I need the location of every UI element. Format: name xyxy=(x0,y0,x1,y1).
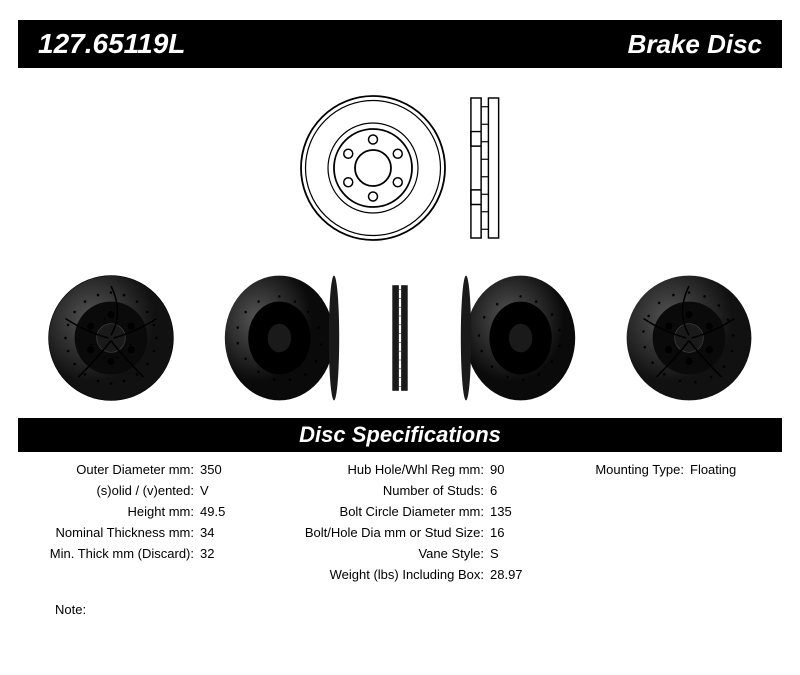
spec-title-bar: Disc Specifications xyxy=(18,418,782,452)
spec-label: Bolt/Hole Dia mm or Stud Size: xyxy=(290,525,490,540)
spec-value: 28.97 xyxy=(490,567,523,582)
product-type: Brake Disc xyxy=(628,29,762,60)
part-number: 127.65119L xyxy=(38,28,185,60)
spec-label: Nominal Thickness mm: xyxy=(30,525,200,540)
spec-label: Outer Diameter mm: xyxy=(30,462,200,477)
spec-row: Weight (lbs) Including Box:28.97 xyxy=(290,567,590,582)
rotor-photo-angled-1 xyxy=(217,273,347,403)
spec-label: Height mm: xyxy=(30,504,200,519)
spec-column-2: Hub Hole/Whl Reg mm:90 Number of Studs:6… xyxy=(290,462,590,582)
line-diagrams xyxy=(0,93,800,243)
rotor-photo-front-1 xyxy=(46,273,176,403)
rotor-side-line-drawing xyxy=(468,93,503,243)
spec-value: 350 xyxy=(200,462,222,477)
spec-row: Bolt Circle Diameter mm:135 xyxy=(290,504,590,519)
spec-column-3: Mounting Type:Floating xyxy=(590,462,770,582)
spec-row: Outer Diameter mm:350 xyxy=(30,462,290,477)
spec-value: 90 xyxy=(490,462,504,477)
spec-row: Bolt/Hole Dia mm or Stud Size:16 xyxy=(290,525,590,540)
spec-row: Number of Studs:6 xyxy=(290,483,590,498)
spec-value: 6 xyxy=(490,483,497,498)
spec-value: 135 xyxy=(490,504,512,519)
spec-row: Hub Hole/Whl Reg mm:90 xyxy=(290,462,590,477)
note-row: Note: xyxy=(0,582,800,617)
spec-row: Height mm:49.5 xyxy=(30,504,290,519)
spec-value: 16 xyxy=(490,525,504,540)
spec-label: Min. Thick mm (Discard): xyxy=(30,546,200,561)
spec-label: Weight (lbs) Including Box: xyxy=(290,567,490,582)
spec-title: Disc Specifications xyxy=(299,422,501,447)
spec-row: Vane Style:S xyxy=(290,546,590,561)
spec-value: S xyxy=(490,546,499,561)
spec-label: Mounting Type: xyxy=(590,462,690,477)
spec-column-1: Outer Diameter mm:350 (s)olid / (v)ented… xyxy=(30,462,290,582)
spec-label: Number of Studs: xyxy=(290,483,490,498)
spec-row: Nominal Thickness mm:34 xyxy=(30,525,290,540)
header-bar: 127.65119L Brake Disc xyxy=(18,20,782,68)
note-label: Note: xyxy=(55,602,86,617)
spec-value: 32 xyxy=(200,546,214,561)
spec-value: V xyxy=(200,483,209,498)
spec-label: (s)olid / (v)ented: xyxy=(30,483,200,498)
spec-row: Min. Thick mm (Discard):32 xyxy=(30,546,290,561)
rotor-photo-angled-2 xyxy=(453,273,583,403)
spec-label: Vane Style: xyxy=(290,546,490,561)
product-images-row xyxy=(0,273,800,403)
rotor-photo-edge xyxy=(389,273,411,403)
spec-row: (s)olid / (v)ented:V xyxy=(30,483,290,498)
rotor-photo-front-2 xyxy=(624,273,754,403)
rotor-front-line-drawing xyxy=(298,93,448,243)
spec-label: Bolt Circle Diameter mm: xyxy=(290,504,490,519)
spec-value: Floating xyxy=(690,462,736,477)
spec-label: Hub Hole/Whl Reg mm: xyxy=(290,462,490,477)
spec-row: Mounting Type:Floating xyxy=(590,462,770,477)
spec-value: 34 xyxy=(200,525,214,540)
spec-value: 49.5 xyxy=(200,504,225,519)
spec-grid: Outer Diameter mm:350 (s)olid / (v)ented… xyxy=(0,452,800,582)
